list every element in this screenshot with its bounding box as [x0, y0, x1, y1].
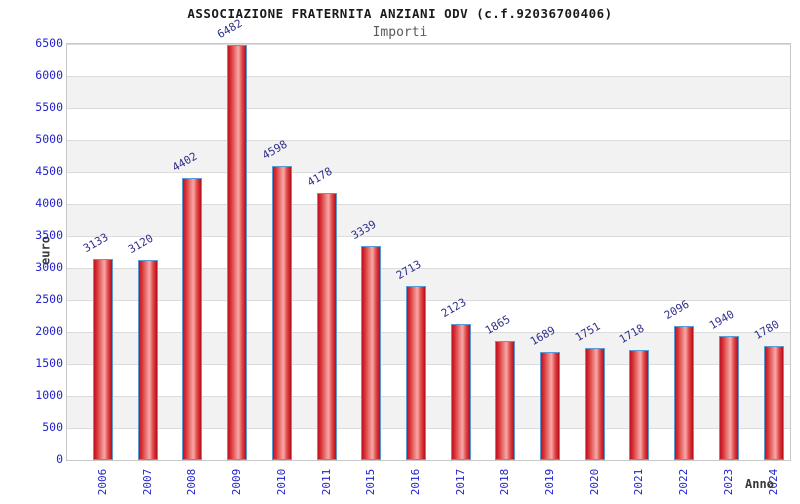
y-tick-label: 6000: [35, 68, 63, 82]
bar: [540, 352, 560, 460]
gridline: [67, 364, 790, 365]
bar: [137, 260, 158, 460]
bar: [93, 259, 113, 460]
bar: [227, 45, 248, 460]
plot-band: [67, 108, 790, 140]
x-tick-label: 2016: [408, 468, 422, 496]
y-tick-label: 5500: [35, 100, 63, 114]
x-tick-label: 2019: [543, 468, 556, 496]
gridline: [67, 108, 790, 109]
y-tick-label: 1000: [35, 388, 63, 402]
y-tick-label: 4500: [35, 164, 63, 178]
x-tick-label: 2018: [498, 468, 512, 496]
y-tick-label: 4000: [35, 196, 63, 210]
bar: [584, 348, 605, 460]
gridline: [67, 332, 790, 333]
gridline: [67, 396, 790, 397]
bar: [674, 326, 695, 460]
bar: [629, 350, 650, 460]
y-tick-label: 0: [56, 452, 63, 466]
plot-band: [67, 172, 790, 204]
x-axis-title: Anno: [745, 477, 774, 491]
gridline: [67, 76, 790, 77]
x-tick-label: 2020: [587, 468, 601, 496]
gridline: [67, 236, 790, 237]
bar: [361, 246, 382, 460]
bar: [763, 346, 784, 460]
x-tick-label: 2021: [632, 468, 646, 496]
plot-band: [67, 140, 790, 172]
gridline: [67, 172, 790, 173]
bar: [316, 193, 337, 460]
x-tick-label: 2022: [677, 468, 691, 496]
x-tick-label: 2023: [721, 468, 735, 496]
x-tick-label: 2007: [140, 468, 154, 496]
bar: [718, 336, 739, 460]
y-tick-label: 500: [42, 420, 63, 434]
gridline: [67, 428, 790, 429]
gridline: [67, 140, 790, 141]
bar: [450, 324, 471, 460]
x-tick-label: 2009: [230, 468, 244, 496]
gridline: [67, 300, 790, 301]
gridline: [67, 268, 790, 269]
chart-subtitle: Importi: [372, 25, 428, 40]
bar: [271, 166, 292, 460]
x-tick-label: 2010: [274, 468, 288, 496]
bar: [495, 341, 516, 460]
x-tick-label: 2006: [96, 468, 109, 496]
y-tick-label: 6500: [35, 36, 63, 50]
gridline: [67, 44, 790, 45]
plot-band: [67, 268, 790, 300]
x-tick-label: 2017: [453, 468, 467, 496]
plot-band: [67, 76, 790, 108]
x-tick-label: 2015: [364, 468, 378, 496]
gridline: [67, 204, 790, 205]
plot-area: 3133 3120 4402 6482 4598 4178 3339 2713 2123 1865…: [66, 17, 791, 461]
y-tick-label: 2000: [35, 324, 63, 338]
x-tick-label: 2008: [185, 468, 199, 496]
chart-title: ASSOCIAZIONE FRATERNITA ANZIANI ODV (c.f…: [187, 6, 613, 21]
plot-band: [67, 204, 790, 236]
y-tick-label: 3500: [35, 228, 63, 242]
plot-band: [67, 44, 790, 76]
bar: [182, 178, 203, 460]
y-tick-label: 2500: [35, 292, 63, 306]
y-tick-label: 5000: [35, 132, 63, 146]
y-tick-label: 3000: [35, 260, 63, 274]
bar: [405, 286, 426, 460]
x-tick-label: 2011: [319, 468, 333, 496]
y-tick-label: 1500: [35, 356, 63, 370]
